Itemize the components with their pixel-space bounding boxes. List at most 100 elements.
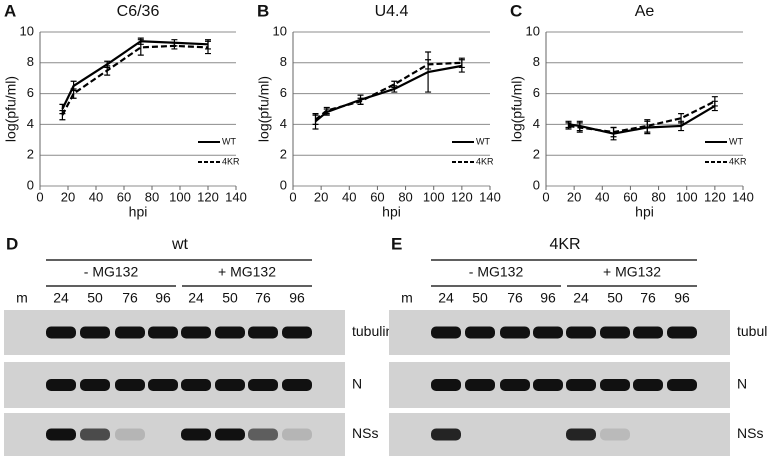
x-axis-label: hpi <box>129 204 148 220</box>
error-bar <box>425 59 432 70</box>
group-label: - MG132 <box>469 264 524 280</box>
chart-title: C6/36 <box>117 3 160 20</box>
group-label: + MG132 <box>603 264 661 280</box>
x-tick-label: 140 <box>479 189 501 204</box>
row-label: tubulin <box>352 323 393 339</box>
panel-letter: D <box>6 234 18 253</box>
x-tick-label: 100 <box>423 189 445 204</box>
x-tick-label: 40 <box>89 189 103 204</box>
band <box>80 326 110 339</box>
y-tick-label: 4 <box>533 116 540 131</box>
band <box>500 326 530 339</box>
blot-title: wt <box>171 236 189 253</box>
series-line <box>61 44 209 116</box>
lane-label: 76 <box>640 290 656 306</box>
lane-label: 50 <box>222 290 238 306</box>
group-label: - MG132 <box>84 264 139 280</box>
y-tick-label: 2 <box>280 147 287 162</box>
lane-label: 76 <box>255 290 271 306</box>
y-tick-label: 6 <box>280 85 287 100</box>
chart-title: U4.4 <box>375 3 409 20</box>
band <box>566 428 596 441</box>
x-tick-label: 80 <box>651 189 665 204</box>
legend-label: WT <box>729 136 743 146</box>
error-bar <box>644 119 651 133</box>
panel-letter: E <box>391 234 402 253</box>
band <box>248 428 278 441</box>
x-tick-label: 20 <box>314 189 328 204</box>
lane-label: 50 <box>87 290 103 306</box>
band <box>431 428 461 441</box>
error-bar <box>205 40 211 55</box>
panel-letter: A <box>4 1 16 20</box>
y-tick-label: 6 <box>27 85 34 100</box>
y-axis-label: log(pfu/ml) <box>3 76 19 142</box>
band <box>46 379 76 391</box>
lane-label: 96 <box>289 290 305 306</box>
y-tick-label: 8 <box>533 54 540 69</box>
error-bar <box>391 80 398 89</box>
legend-label: 4KR <box>729 156 747 166</box>
lane-label: 24 <box>438 290 454 306</box>
panel-letter: B <box>257 1 269 20</box>
series-line <box>568 104 716 135</box>
band <box>282 428 312 441</box>
series-line <box>568 100 716 134</box>
x-tick-label: 60 <box>370 189 384 204</box>
error-bar <box>576 122 583 133</box>
error-bar <box>458 57 465 69</box>
lane-label: m <box>16 290 28 306</box>
x-tick-label: 0 <box>36 189 43 204</box>
band <box>600 428 630 441</box>
x-tick-label: 120 <box>704 189 726 204</box>
error-bar <box>425 51 432 93</box>
band <box>115 428 145 441</box>
band <box>215 326 245 339</box>
band <box>566 379 596 391</box>
x-tick-label: 120 <box>451 189 473 204</box>
y-tick-label: 10 <box>20 23 34 38</box>
x-tick-label: 40 <box>342 189 356 204</box>
y-tick-label: 2 <box>533 147 540 162</box>
x-tick-label: 20 <box>61 189 75 204</box>
lane-label: 96 <box>674 290 690 306</box>
y-tick-label: 4 <box>280 116 287 131</box>
series-line <box>61 40 209 110</box>
x-tick-label: 0 <box>289 189 296 204</box>
band <box>215 379 245 391</box>
lane-label: 76 <box>507 290 523 306</box>
x-tick-label: 20 <box>567 189 581 204</box>
error-bar <box>610 126 617 138</box>
lane-label: m <box>401 290 413 306</box>
x-tick-label: 140 <box>225 189 247 204</box>
error-bar <box>59 109 66 121</box>
series-line <box>314 61 462 121</box>
band <box>80 379 110 391</box>
band <box>248 326 278 339</box>
band <box>248 379 278 391</box>
error-bar <box>137 39 144 56</box>
band <box>282 379 312 391</box>
y-tick-label: 2 <box>27 147 34 162</box>
error-bar <box>70 88 77 99</box>
legend-label: 4KR <box>476 156 494 166</box>
y-tick-label: 8 <box>27 54 34 69</box>
band <box>500 379 530 391</box>
band <box>46 326 76 339</box>
lane-label: 50 <box>472 290 488 306</box>
lane-label: 50 <box>607 290 623 306</box>
band <box>431 379 461 391</box>
y-tick-label: 0 <box>533 177 540 192</box>
x-tick-label: 100 <box>676 189 698 204</box>
band <box>215 428 245 441</box>
band <box>533 379 563 391</box>
error-bar <box>357 97 364 105</box>
y-tick-label: 10 <box>273 23 287 38</box>
band <box>148 326 178 339</box>
chart-title: Ae <box>635 3 655 20</box>
x-tick-label: 140 <box>732 189 754 204</box>
row-label: NSs <box>352 425 378 441</box>
band <box>465 326 495 339</box>
error-bar <box>711 96 718 107</box>
